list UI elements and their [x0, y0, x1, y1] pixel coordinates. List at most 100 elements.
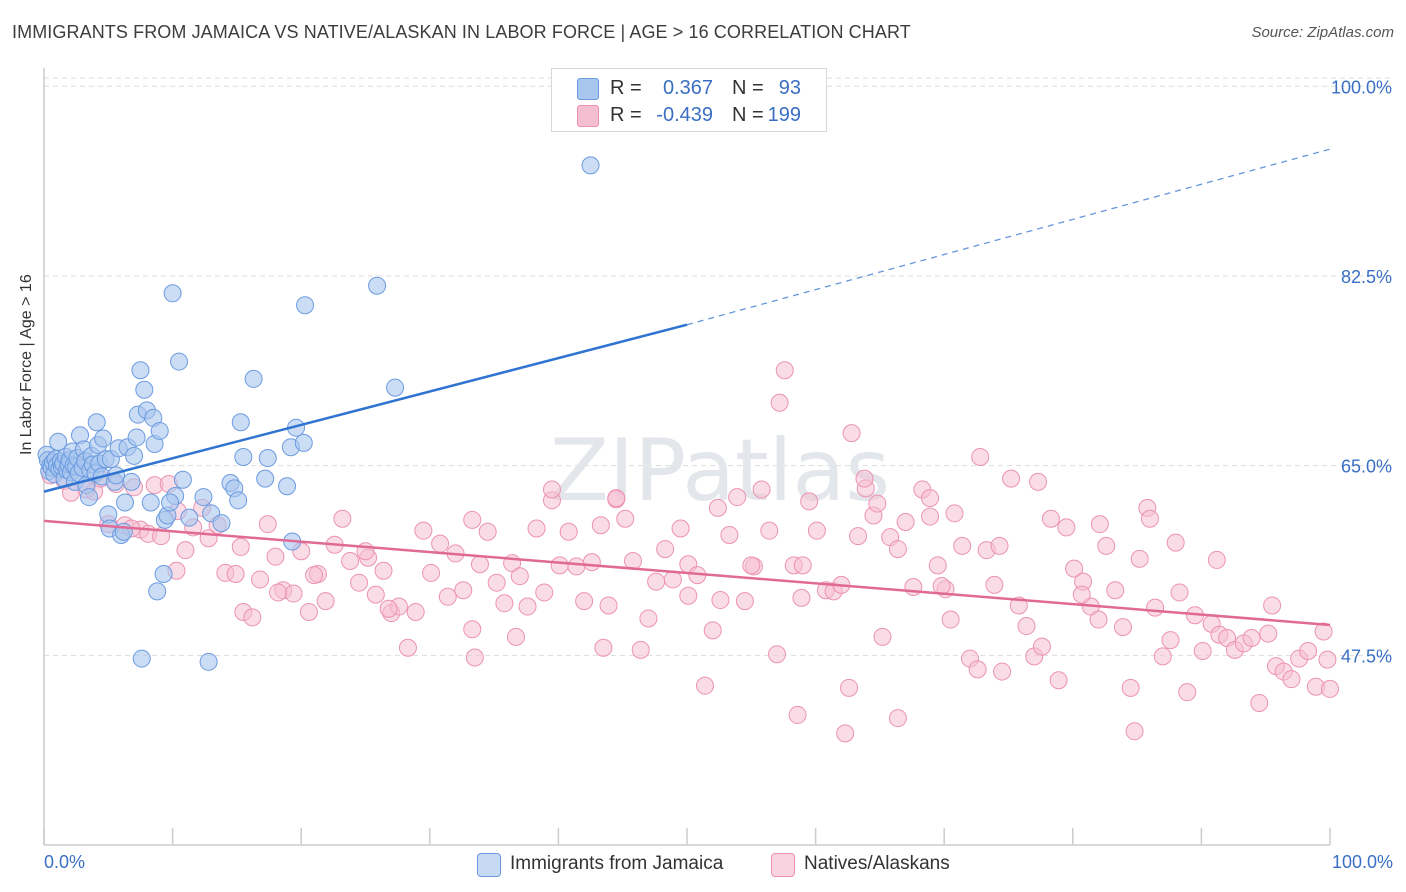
- natives-point: [582, 553, 601, 572]
- grid-lines: [44, 77, 1393, 656]
- natives-point: [269, 583, 288, 602]
- natives-point: [495, 594, 514, 613]
- natives-point: [518, 597, 537, 616]
- natives-point: [985, 575, 1004, 594]
- natives-point: [1170, 583, 1189, 602]
- natives-point: [350, 573, 369, 592]
- y-tick-label: 65.0%: [1341, 457, 1392, 477]
- stats-legend: R = 0.367 N = 93 R = -0.439 N = 199: [551, 68, 827, 132]
- jamaica-point: [116, 493, 135, 512]
- natives-point: [559, 522, 578, 541]
- natives-point: [487, 573, 506, 592]
- natives-point: [855, 469, 874, 488]
- jamaica-point: [173, 470, 192, 489]
- natives-point: [742, 556, 761, 575]
- jamaica-point: [122, 472, 141, 491]
- natives-point: [527, 519, 546, 538]
- natives-point: [1161, 631, 1180, 650]
- x-tick-min: 0.0%: [44, 852, 86, 872]
- natives-point: [1193, 641, 1212, 660]
- natives-point: [333, 509, 352, 528]
- legend-r-label: R =: [610, 104, 642, 126]
- natives-point: [550, 556, 569, 575]
- natives-point: [888, 709, 907, 728]
- chart-title: IMMIGRANTS FROM JAMAICA VS NATIVE/ALASKA…: [12, 22, 911, 42]
- natives-point: [374, 561, 393, 580]
- natives-point: [928, 556, 947, 575]
- jamaica-point: [49, 432, 68, 451]
- natives-point: [921, 507, 940, 526]
- natives-point: [1097, 536, 1116, 555]
- natives-point: [1090, 515, 1109, 534]
- natives-point: [720, 526, 739, 544]
- legend-r-value: 0.367: [662, 77, 713, 99]
- natives-point: [1140, 509, 1159, 528]
- jamaica-point: [581, 156, 600, 175]
- legend-n-label: N =: [732, 104, 764, 126]
- natives-point: [1072, 585, 1091, 604]
- natives-point: [506, 627, 525, 646]
- natives-point: [607, 489, 626, 508]
- natives-point: [305, 566, 324, 585]
- natives-point: [703, 621, 722, 640]
- natives-point: [406, 602, 425, 621]
- natives-point: [1113, 618, 1132, 637]
- natives-point: [888, 540, 907, 559]
- jamaica-point: [256, 469, 275, 488]
- natives-point: [1321, 679, 1339, 698]
- jamaica-point: [368, 276, 387, 295]
- legend-swatch-pink: [771, 853, 795, 877]
- natives-point: [1259, 624, 1278, 643]
- x-tick-max: 100.0%: [1331, 852, 1393, 872]
- jamaica-point: [87, 413, 106, 432]
- jamaica-point: [170, 352, 189, 371]
- natives-point: [1002, 469, 1021, 488]
- natives-point: [1166, 533, 1185, 552]
- natives-point: [366, 585, 385, 604]
- natives-point: [1032, 637, 1051, 656]
- natives-point: [971, 447, 990, 466]
- legend-row-jamaica: R = 0.367 N = 93: [552, 73, 826, 101]
- natives-point: [793, 556, 812, 575]
- legend-n-value: 199: [767, 104, 801, 126]
- natives-point: [299, 602, 318, 621]
- jamaica-point: [296, 296, 315, 315]
- jamaica-point: [212, 514, 231, 533]
- jamaica-point: [127, 428, 146, 447]
- jamaica-point: [163, 284, 182, 303]
- natives-trend-line: [43, 519, 1331, 627]
- natives-point: [1318, 650, 1337, 669]
- natives-point: [470, 555, 489, 574]
- natives-point: [594, 638, 613, 657]
- natives-point: [921, 489, 940, 508]
- natives-point: [535, 583, 554, 602]
- natives-point: [599, 596, 618, 615]
- source-label: Source: ZipAtlas.com: [1251, 24, 1394, 41]
- natives-point: [1106, 581, 1125, 600]
- natives-point: [631, 640, 650, 659]
- legend-r-value: -0.439: [656, 104, 713, 126]
- legend-n-label: N =: [732, 77, 764, 99]
- natives-point: [1057, 518, 1076, 537]
- natives-point: [671, 519, 690, 538]
- natives-point: [1121, 678, 1140, 697]
- legend-swatch-pink: [577, 105, 599, 127]
- natives-point: [1089, 610, 1108, 629]
- natives-point: [316, 592, 335, 611]
- natives-point: [266, 547, 285, 566]
- legend-label: Natives/Alaskans: [804, 853, 950, 874]
- jamaica-point: [231, 413, 250, 432]
- natives-point: [968, 660, 987, 679]
- natives-point: [463, 510, 482, 529]
- jamaica-point: [386, 378, 405, 397]
- natives-point: [422, 563, 441, 582]
- natives-point: [752, 480, 771, 499]
- natives-point: [647, 572, 666, 591]
- jamaica-point: [244, 369, 263, 388]
- jamaica-point: [135, 380, 154, 399]
- natives-point: [1250, 694, 1269, 713]
- natives-point: [243, 608, 262, 627]
- natives-point: [616, 509, 635, 528]
- natives-point: [1029, 472, 1048, 491]
- natives-point: [567, 557, 586, 576]
